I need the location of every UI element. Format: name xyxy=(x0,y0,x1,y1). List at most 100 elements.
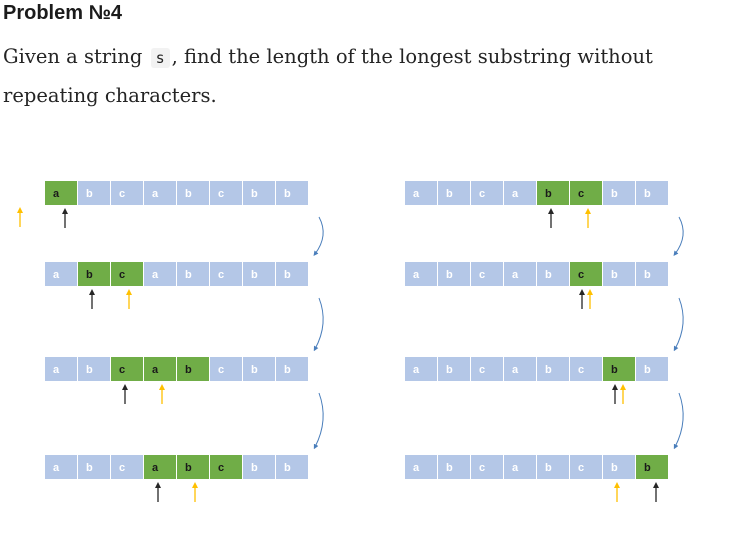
left-pointer-arrow xyxy=(122,384,128,404)
cell-char: a xyxy=(152,188,159,200)
string-cell xyxy=(177,181,209,205)
cell-char: a xyxy=(152,462,159,474)
right-pointer-arrow xyxy=(192,482,198,502)
cell-char: a xyxy=(53,364,60,376)
cell-char: b xyxy=(644,188,651,200)
string-cell xyxy=(438,455,470,479)
left-pointer-arrow-head xyxy=(89,289,95,295)
cell-char: a xyxy=(413,188,420,200)
window-cell xyxy=(537,181,569,205)
transition-arrow xyxy=(673,297,684,352)
cell-char: c xyxy=(218,364,224,376)
string-cell xyxy=(210,262,242,286)
cell-char: c xyxy=(119,462,125,474)
transition-arrow xyxy=(673,216,684,256)
cell-char: b xyxy=(251,462,258,474)
string-cell xyxy=(438,262,470,286)
window-cell xyxy=(603,357,635,381)
cell-char: b xyxy=(284,269,291,281)
string-cell xyxy=(210,357,242,381)
window-cell xyxy=(570,262,602,286)
cell-char: c xyxy=(218,462,224,474)
cell-char: b xyxy=(86,462,93,474)
cell-char: a xyxy=(512,188,519,200)
cell-char: a xyxy=(152,364,159,376)
window-cell xyxy=(570,181,602,205)
cell-char: b xyxy=(251,269,258,281)
string-cell xyxy=(504,181,536,205)
window-cell xyxy=(144,455,176,479)
string-cell xyxy=(603,455,635,479)
string-cell xyxy=(243,262,275,286)
cell-char: a xyxy=(53,188,60,200)
string-cell xyxy=(537,455,569,479)
string-cell xyxy=(405,357,437,381)
cell-char: b xyxy=(446,188,453,200)
right-pointer-arrow xyxy=(159,384,165,404)
string-cell xyxy=(636,262,668,286)
window-cell xyxy=(78,262,110,286)
cell-char: a xyxy=(413,364,420,376)
left-pointer-arrow xyxy=(653,482,659,502)
statement-text-end: , find the length of the longest substri… xyxy=(3,45,653,107)
string-cell xyxy=(243,181,275,205)
string-cell xyxy=(177,262,209,286)
string-cell xyxy=(111,455,143,479)
string-cell xyxy=(276,262,308,286)
cell-char: b xyxy=(545,188,552,200)
cell-char: b xyxy=(644,462,651,474)
cell-char: b xyxy=(644,269,651,281)
string-cell xyxy=(243,455,275,479)
cell-char: b xyxy=(251,188,258,200)
cell-char: a xyxy=(512,462,519,474)
cell-char: a xyxy=(53,462,60,474)
string-cell xyxy=(471,262,503,286)
right-pointer-arrow-head xyxy=(192,482,198,488)
right-pointer-arrow xyxy=(587,289,593,309)
left-pointer-arrow xyxy=(62,208,68,228)
left-pointer-arrow xyxy=(89,289,95,309)
cell-char: c xyxy=(479,269,485,281)
string-cell xyxy=(405,181,437,205)
left-pointer-arrow-head xyxy=(579,289,585,295)
cell-char: b xyxy=(86,188,93,200)
window-cell xyxy=(177,455,209,479)
cell-char: a xyxy=(413,462,420,474)
cell-char: c xyxy=(479,188,485,200)
cell-char: b xyxy=(185,188,192,200)
left-pointer-arrow xyxy=(579,289,585,309)
string-cell xyxy=(276,357,308,381)
string-cell xyxy=(438,357,470,381)
string-cell xyxy=(438,181,470,205)
cell-char: a xyxy=(152,269,159,281)
right-pointer-arrow-head xyxy=(620,384,626,390)
right-pointer-arrow xyxy=(585,208,591,228)
cell-char: b xyxy=(86,364,93,376)
string-cell xyxy=(405,262,437,286)
problem-title: Problem №4 xyxy=(3,2,122,24)
transition-arrow xyxy=(313,392,324,450)
cell-char: c xyxy=(119,188,125,200)
cell-char: b xyxy=(611,364,618,376)
left-pointer-arrow xyxy=(612,384,618,404)
cell-char: b xyxy=(446,364,453,376)
cell-char: c xyxy=(578,364,584,376)
cell-char: c xyxy=(119,269,125,281)
cell-char: b xyxy=(86,269,93,281)
cell-char: b xyxy=(284,462,291,474)
window-cell xyxy=(45,181,77,205)
cell-char: c xyxy=(218,269,224,281)
variable-s-code: s xyxy=(150,48,170,68)
cell-char: b xyxy=(251,364,258,376)
window-cell xyxy=(636,455,668,479)
cell-char: c xyxy=(479,364,485,376)
string-cell xyxy=(636,357,668,381)
cell-char: b xyxy=(611,462,618,474)
statement-text-start: Given a string xyxy=(3,45,149,68)
string-cell xyxy=(210,181,242,205)
transition-arrow xyxy=(673,392,684,450)
string-cell xyxy=(570,357,602,381)
